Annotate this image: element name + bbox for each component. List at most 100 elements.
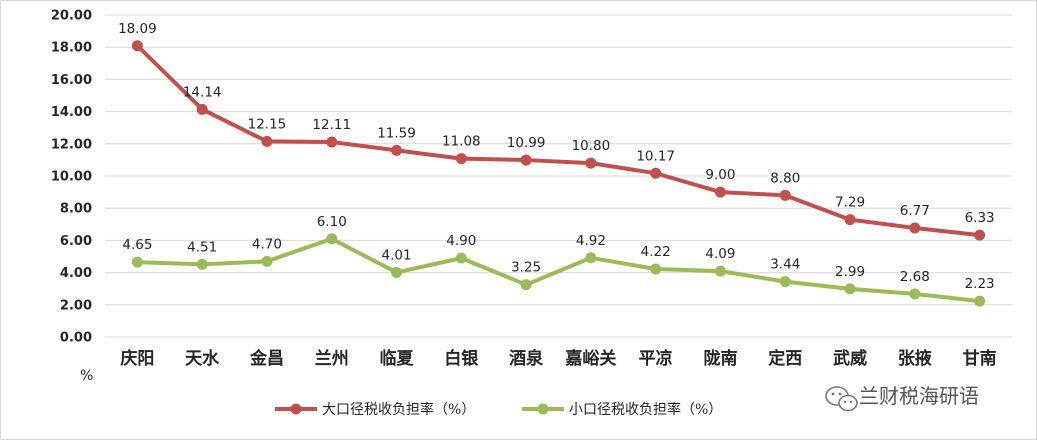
data-point[interactable] (909, 222, 921, 234)
data-point[interactable] (520, 154, 532, 166)
x-tick-label: 临夏 (380, 348, 415, 369)
data-label: 4.22 (641, 244, 671, 260)
data-point[interactable] (131, 40, 143, 52)
data-label: 11.59 (377, 125, 416, 141)
y-tick-label: 0.00 (60, 331, 92, 346)
gridlines (105, 14, 1012, 338)
legend-marker-series-1 (290, 403, 302, 415)
data-label: 2.68 (900, 269, 930, 285)
x-tick-label: 庆阳 (120, 348, 154, 369)
data-point[interactable] (650, 167, 662, 179)
data-point[interactable] (585, 252, 597, 264)
data-point[interactable] (844, 283, 856, 295)
data-label: 4.70 (252, 236, 282, 252)
watermark: 兰财税海研语 (825, 384, 979, 412)
y-tick-label: 10.00 (51, 170, 92, 185)
data-point[interactable] (391, 266, 403, 278)
x-tick-label: 天水 (185, 348, 220, 369)
x-tick-label: 定西 (768, 348, 802, 369)
data-label: 2.23 (965, 276, 995, 292)
x-axis-ticks: 庆阳 天水 金昌 兰州 临夏 白银 酒泉 嘉峪关 平凉 陇南 定西 武威 张掖 甘南 (120, 348, 996, 369)
series-lines (131, 40, 986, 307)
data-point[interactable] (650, 263, 662, 275)
x-tick-label: 白银 (444, 348, 479, 369)
data-point[interactable] (974, 229, 986, 241)
legend: 大口径税收负担率（%） 小口径税收负担率（%） (275, 401, 722, 418)
data-point[interactable] (326, 136, 338, 148)
data-label: 3.25 (511, 260, 541, 276)
data-label: 4.90 (446, 233, 476, 249)
data-point[interactable] (779, 276, 791, 288)
y-tick-label: 14.00 (51, 105, 92, 120)
data-label: 10.99 (507, 135, 546, 151)
x-tick-label: 甘南 (963, 348, 997, 369)
watermark-text: 兰财税海研语 (859, 384, 979, 408)
y-tick-label: 18.00 (51, 41, 92, 56)
legend-item-series-2[interactable]: 小口径税收负担率（%） (522, 401, 722, 418)
x-tick-label: 嘉峪关 (564, 348, 616, 369)
data-labels: 18.09 14.14 12.15 12.11 11.59 11.08 10.99 10.80… (118, 21, 995, 292)
data-point[interactable] (455, 252, 467, 264)
data-label: 6.77 (900, 203, 930, 219)
data-label: 4.65 (122, 237, 152, 253)
data-label: 12.15 (248, 116, 287, 132)
x-tick-label: 酒泉 (509, 348, 544, 369)
y-tick-label: 2.00 (60, 298, 92, 313)
x-tick-label: 平凉 (639, 348, 673, 369)
data-point[interactable] (455, 153, 467, 165)
data-label: 4.51 (187, 239, 217, 255)
data-point[interactable] (131, 256, 143, 268)
data-label: 6.33 (965, 210, 995, 226)
data-point[interactable] (196, 103, 208, 115)
x-tick-label: 兰州 (315, 348, 349, 369)
series-line-1 (135, 44, 980, 238)
data-label: 7.29 (835, 195, 865, 211)
legend-label-series-1: 大口径税收负担率（%） (322, 401, 475, 418)
data-point[interactable] (714, 265, 726, 277)
wechat-icon (825, 386, 858, 412)
data-point[interactable] (391, 144, 403, 156)
data-label: 10.80 (572, 138, 611, 154)
data-label: 8.80 (770, 170, 800, 186)
x-tick-label: 武威 (833, 348, 867, 369)
data-label: 9.00 (705, 167, 735, 183)
data-point[interactable] (844, 214, 856, 226)
y-axis-ticks: 0.00 2.00 4.00 6.00 8.00 10.00 12.00 14.00 16.00… (51, 9, 92, 346)
data-label: 18.09 (118, 21, 157, 37)
data-label: 12.11 (312, 117, 351, 133)
data-label: 2.99 (835, 264, 865, 280)
data-label: 4.09 (705, 246, 735, 262)
y-tick-label: 8.00 (60, 202, 92, 217)
data-point[interactable] (714, 186, 726, 198)
data-label: 3.44 (770, 257, 800, 273)
data-label: 14.14 (183, 84, 222, 100)
legend-item-series-1[interactable]: 大口径税收负担率（%） (275, 401, 475, 418)
data-label: 11.08 (442, 134, 481, 150)
x-tick-label: 陇南 (703, 348, 737, 369)
series-line-2 (137, 236, 980, 304)
x-tick-label: 张掖 (898, 348, 932, 369)
data-point[interactable] (520, 279, 532, 291)
y-tick-label: 6.00 (60, 234, 92, 249)
data-point[interactable] (261, 255, 273, 267)
data-label: 4.01 (382, 247, 412, 263)
x-tick-label: 金昌 (249, 348, 284, 369)
data-point[interactable] (261, 135, 273, 147)
legend-label-series-2: 小口径税收负担率（%） (569, 401, 722, 418)
legend-marker-series-2 (537, 403, 549, 415)
y-tick-label: 4.00 (60, 266, 92, 281)
data-point[interactable] (779, 189, 791, 201)
data-point[interactable] (909, 288, 921, 300)
data-point[interactable] (585, 157, 597, 169)
data-label: 4.92 (576, 233, 606, 249)
data-point[interactable] (974, 295, 986, 307)
data-point[interactable] (196, 258, 208, 270)
y-tick-label: 16.00 (51, 73, 92, 88)
y-tick-label: 20.00 (51, 9, 92, 24)
data-label: 10.17 (636, 148, 675, 164)
data-point[interactable] (326, 233, 338, 245)
y-tick-label: 12.00 (51, 137, 92, 152)
y-axis-unit: % (80, 368, 93, 384)
data-label: 6.10 (317, 214, 347, 230)
